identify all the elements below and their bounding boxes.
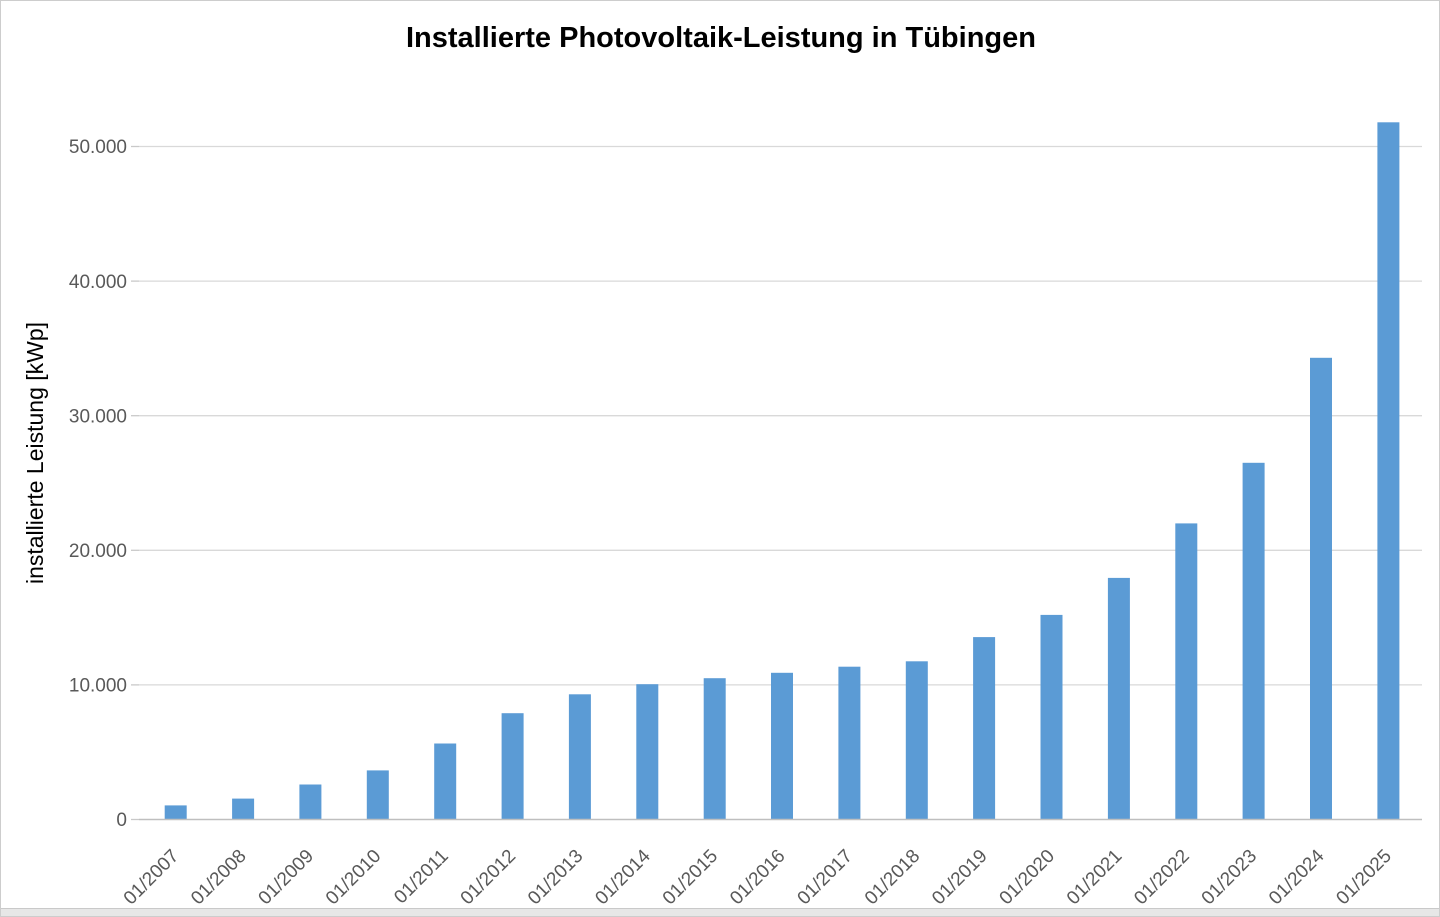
x-tick-label: 01/2020 bbox=[996, 846, 1059, 909]
x-tick-label: 01/2023 bbox=[1198, 846, 1261, 909]
bar-01/2009 bbox=[299, 784, 322, 820]
x-tick-label: 01/2017 bbox=[794, 846, 857, 909]
bar-01/2012 bbox=[501, 713, 524, 820]
bar-01/2008 bbox=[232, 798, 255, 820]
x-tick-label: 01/2014 bbox=[591, 845, 655, 909]
bar-01/2017 bbox=[838, 666, 861, 820]
bar-01/2025 bbox=[1377, 122, 1400, 820]
x-tick-label: 01/2007 bbox=[120, 846, 183, 909]
x-tick-label: 01/2025 bbox=[1332, 846, 1395, 909]
x-tick-label: 01/2009 bbox=[255, 846, 318, 909]
x-tick-label: 01/2022 bbox=[1130, 846, 1193, 909]
y-tick-label: 50.000 bbox=[69, 137, 127, 158]
bar-01/2015 bbox=[703, 678, 726, 820]
bar-01/2014 bbox=[636, 684, 659, 820]
y-tick-label: 30.000 bbox=[69, 406, 127, 427]
x-tick-label: 01/2008 bbox=[187, 846, 250, 909]
x-tick-label: 01/2018 bbox=[861, 846, 924, 909]
bar-01/2011 bbox=[434, 743, 457, 820]
bottom-edge-strip bbox=[1, 908, 1439, 916]
x-tick-label: 01/2016 bbox=[726, 846, 789, 909]
y-tick-label: 10.000 bbox=[69, 676, 127, 697]
bar-01/2007 bbox=[164, 805, 187, 820]
bar-01/2024 bbox=[1310, 357, 1332, 820]
bar-01/2013 bbox=[568, 694, 591, 820]
bar-01/2019 bbox=[973, 637, 996, 820]
bar-01/2018 bbox=[905, 661, 928, 820]
x-tick-label: 01/2019 bbox=[928, 846, 991, 909]
x-axis-tick-labels: 01/2007 01/2008 01/2009 01/2010 01/2011 01/20… bbox=[120, 845, 1396, 909]
y-tick-label: 20.000 bbox=[69, 541, 127, 562]
bars bbox=[164, 122, 1400, 820]
bar-01/2016 bbox=[771, 672, 793, 820]
y-tick-label: 40.000 bbox=[69, 272, 127, 293]
x-tick-label: 01/2015 bbox=[659, 846, 722, 909]
x-tick-label: 01/2024 bbox=[1265, 845, 1329, 909]
y-axis-title: installierte Leistung [kWp] bbox=[22, 322, 48, 584]
chart-title: Installierte Photovoltaik-Leistung in Tü… bbox=[406, 22, 1036, 54]
x-tick-label: 01/2010 bbox=[322, 846, 385, 909]
y-tick-label: 0 bbox=[116, 810, 127, 831]
bar-01/2023 bbox=[1242, 462, 1265, 820]
x-tick-label: 01/2011 bbox=[390, 846, 452, 908]
bar-01/2010 bbox=[366, 770, 389, 820]
x-tick-label: 01/2013 bbox=[524, 846, 587, 909]
y-axis-tick-labels: 0 10.000 20.000 30.000 40.000 50.000 bbox=[69, 137, 127, 831]
bar-01/2020 bbox=[1040, 614, 1063, 820]
x-tick-label: 01/2021 bbox=[1063, 846, 1126, 909]
gridlines bbox=[131, 145, 1422, 821]
bar-01/2021 bbox=[1107, 577, 1130, 820]
x-tick-label: 01/2012 bbox=[457, 846, 520, 909]
bar-01/2022 bbox=[1175, 523, 1198, 820]
